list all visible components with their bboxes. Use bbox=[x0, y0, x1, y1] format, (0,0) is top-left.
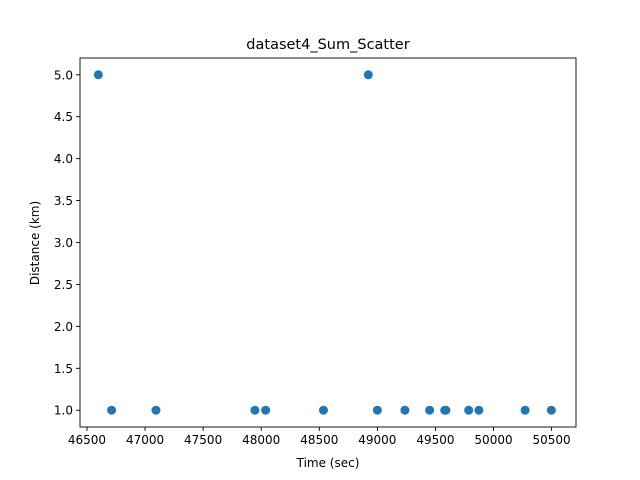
x-tick-label: 49500 bbox=[416, 433, 454, 447]
y-tick-label: 4.0 bbox=[54, 152, 73, 166]
x-tick-label: 50000 bbox=[474, 433, 512, 447]
y-tick-label: 2.5 bbox=[54, 278, 73, 292]
x-tick-label: 46500 bbox=[68, 433, 106, 447]
y-axis-label: Distance (km) bbox=[28, 201, 42, 285]
data-point bbox=[93, 70, 103, 80]
data-point bbox=[250, 405, 260, 415]
y-tick-label: 1.5 bbox=[54, 362, 73, 376]
y-tick-label: 4.5 bbox=[54, 110, 73, 124]
x-tick-label: 50500 bbox=[533, 433, 571, 447]
x-axis-label: Time (sec) bbox=[296, 456, 360, 470]
y-tick-label: 2.0 bbox=[54, 320, 73, 334]
data-point bbox=[363, 70, 373, 80]
chart-title: dataset4_Sum_Scatter bbox=[246, 37, 409, 53]
data-point bbox=[372, 405, 382, 415]
data-point bbox=[441, 405, 451, 415]
data-point bbox=[546, 405, 556, 415]
plot-area: 46500 47000 47500 48000 48500 49000 49500 50000… bbox=[54, 57, 577, 447]
data-point bbox=[520, 405, 530, 415]
x-tick-label: 48500 bbox=[300, 433, 338, 447]
y-tick-label: 3.0 bbox=[54, 236, 73, 250]
y-tick-label: 1.0 bbox=[54, 404, 73, 418]
data-point bbox=[474, 405, 484, 415]
y-tick-label: 3.5 bbox=[54, 194, 73, 208]
x-tick-label: 48000 bbox=[242, 433, 280, 447]
data-point bbox=[107, 405, 117, 415]
data-point bbox=[261, 405, 271, 415]
data-point bbox=[400, 405, 410, 415]
x-tick-label: 47000 bbox=[126, 433, 164, 447]
data-point bbox=[318, 405, 328, 415]
x-tick-label: 49000 bbox=[358, 433, 396, 447]
data-point bbox=[425, 405, 435, 415]
x-tick-label: 47500 bbox=[184, 433, 222, 447]
data-point bbox=[464, 405, 474, 415]
y-tick-label: 5.0 bbox=[54, 68, 73, 82]
data-point bbox=[151, 405, 161, 415]
